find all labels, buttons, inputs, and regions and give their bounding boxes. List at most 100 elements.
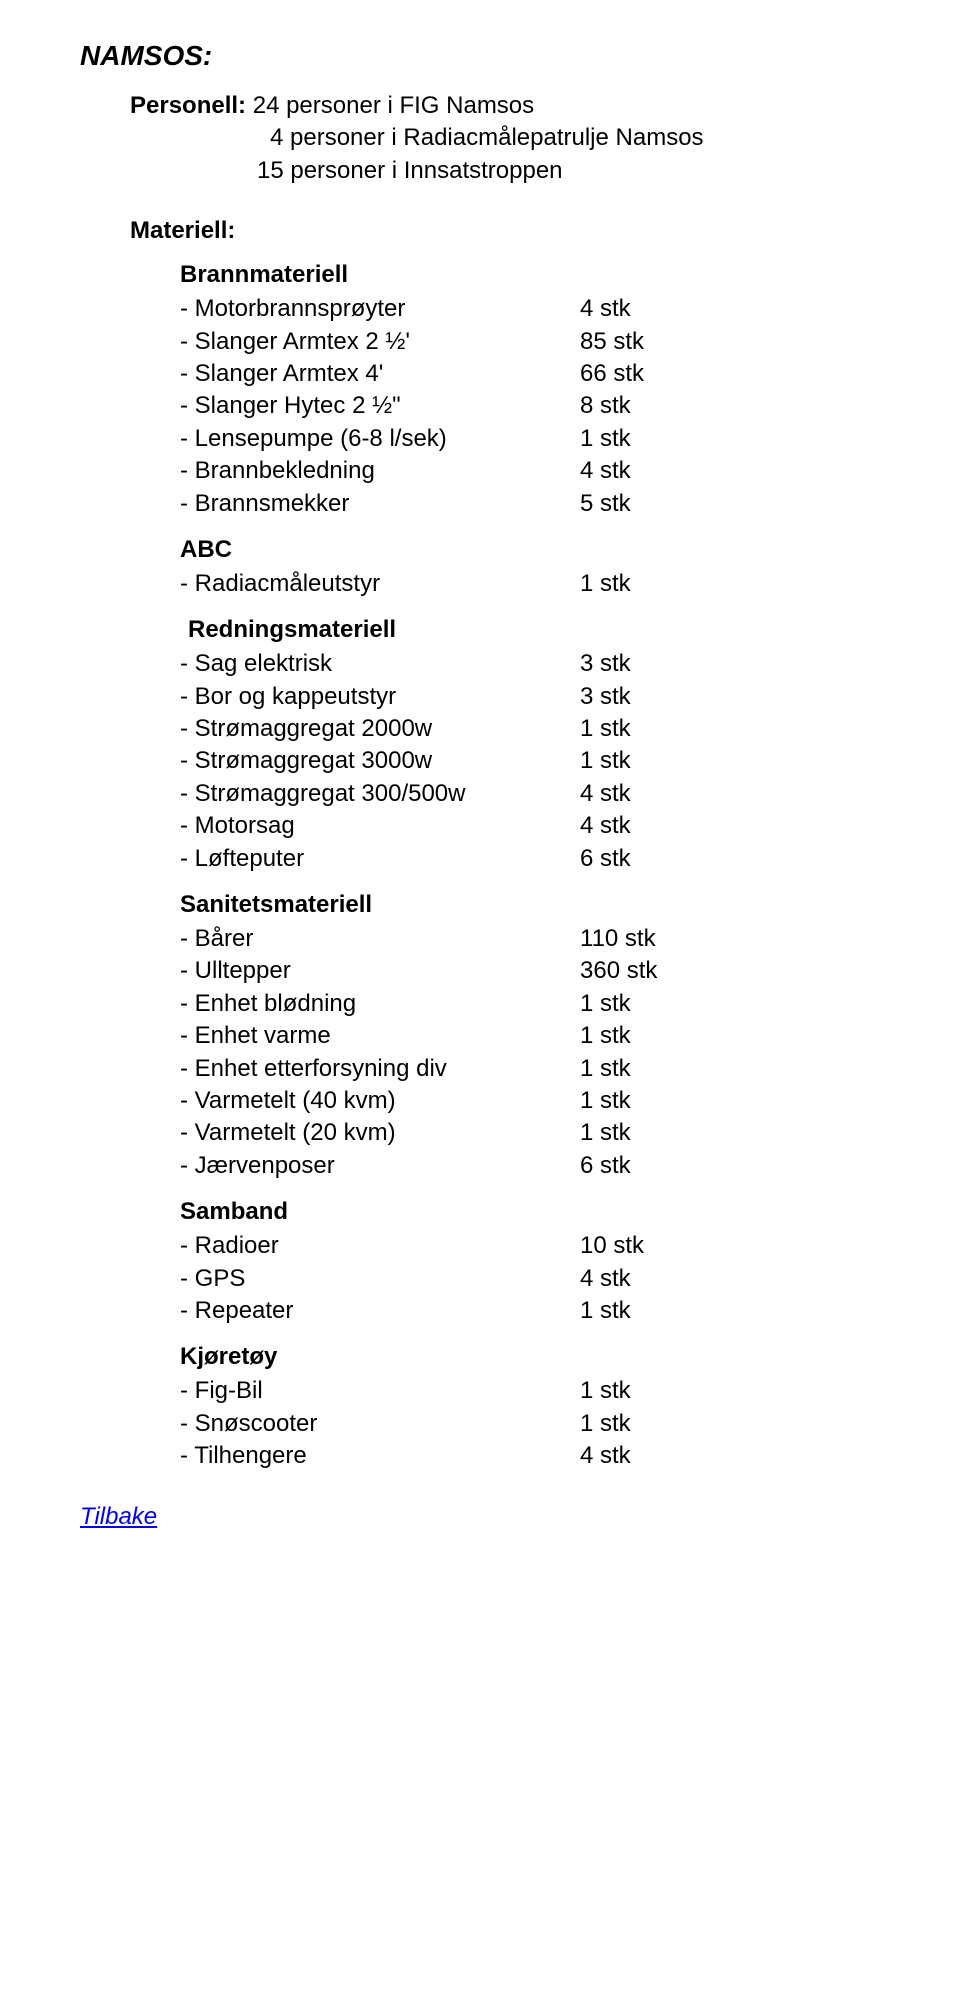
list-item: - Enhet blødning1 stk <box>180 988 880 1020</box>
item-label: - Strømaggregat 3000w <box>180 745 580 777</box>
item-value: 1 stk <box>580 1375 700 1407</box>
item-value: 1 stk <box>580 1053 700 1085</box>
list-item: - Løfteputer6 stk <box>180 843 880 875</box>
section-title: ABC <box>180 536 880 564</box>
item-label: - GPS <box>180 1263 580 1295</box>
personell-line-2: 15 personer i Innsatstroppen <box>257 155 880 187</box>
list-item: - Bårer110 stk <box>180 923 880 955</box>
item-value: 1 stk <box>580 1085 700 1117</box>
item-value: 4 stk <box>580 810 700 842</box>
list-item: - Slanger Hytec 2 ½"8 stk <box>180 390 880 422</box>
item-value: 4 stk <box>580 1440 700 1472</box>
item-label: - Tilhengere <box>180 1440 580 1472</box>
list-item: - Lensepumpe (6-8 l/sek)1 stk <box>180 423 880 455</box>
item-label: - Lensepumpe (6-8 l/sek) <box>180 423 580 455</box>
item-value: 6 stk <box>580 1150 700 1182</box>
page-title: NAMSOS: <box>80 40 880 72</box>
section-title: Kjøretøy <box>180 1343 880 1371</box>
item-label: - Ulltepper <box>180 955 580 987</box>
item-label: - Strømaggregat 300/500w <box>180 778 580 810</box>
list-item: - Enhet varme1 stk <box>180 1020 880 1052</box>
item-value: 1 stk <box>580 1117 700 1149</box>
item-label: - Brannsmekker <box>180 488 580 520</box>
list-item: - Strømaggregat 300/500w4 stk <box>180 778 880 810</box>
item-value: 1 stk <box>580 568 700 600</box>
section-title: Brannmateriell <box>180 261 880 289</box>
item-value: 360 stk <box>580 955 700 987</box>
item-label: - Snøscooter <box>180 1408 580 1440</box>
item-label: - Radioer <box>180 1230 580 1262</box>
item-label: - Sag elektrisk <box>180 648 580 680</box>
list-item: - Motorbrannsprøyter4 stk <box>180 293 880 325</box>
list-item: - Radiacmåleutstyr1 stk <box>180 568 880 600</box>
item-label: - Jærvenposer <box>180 1150 580 1182</box>
item-label: - Brannbekledning <box>180 455 580 487</box>
item-label: - Varmetelt (20 kvm) <box>180 1117 580 1149</box>
item-label: - Løfteputer <box>180 843 580 875</box>
item-label: - Repeater <box>180 1295 580 1327</box>
personell-line-0: 24 personer i FIG Namsos <box>253 92 534 119</box>
list-item: - Slanger Armtex 4'66 stk <box>180 358 880 390</box>
section-title: Redningsmateriell <box>188 616 880 644</box>
item-value: 8 stk <box>580 390 700 422</box>
item-label: - Radiacmåleutstyr <box>180 568 580 600</box>
list-item: - Motorsag4 stk <box>180 810 880 842</box>
item-label: - Varmetelt (40 kvm) <box>180 1085 580 1117</box>
item-label: - Fig-Bil <box>180 1375 580 1407</box>
materiell-label: Materiell: <box>130 217 880 245</box>
item-value: 4 stk <box>580 1263 700 1295</box>
item-label: - Enhet blødning <box>180 988 580 1020</box>
list-item: - Varmetelt (40 kvm)1 stk <box>180 1085 880 1117</box>
item-value: 10 stk <box>580 1230 700 1262</box>
list-item: - Strømaggregat 2000w1 stk <box>180 713 880 745</box>
item-value: 1 stk <box>580 423 700 455</box>
list-item: - Sag elektrisk3 stk <box>180 648 880 680</box>
personell-label: Personell: <box>130 92 246 119</box>
item-value: 85 stk <box>580 326 700 358</box>
list-item: - Brannsmekker5 stk <box>180 488 880 520</box>
section-title: Sanitetsmateriell <box>180 891 880 919</box>
item-label: - Bor og kappeutstyr <box>180 681 580 713</box>
list-item: - Ulltepper360 stk <box>180 955 880 987</box>
item-label: - Slanger Hytec 2 ½" <box>180 390 580 422</box>
item-label: - Motorbrannsprøyter <box>180 293 580 325</box>
item-value: 1 stk <box>580 745 700 777</box>
list-item: - Enhet etterforsyning div1 stk <box>180 1053 880 1085</box>
item-label: - Bårer <box>180 923 580 955</box>
list-item: - Varmetelt (20 kvm)1 stk <box>180 1117 880 1149</box>
item-label: - Enhet etterforsyning div <box>180 1053 580 1085</box>
item-label: - Slanger Armtex 4' <box>180 358 580 390</box>
item-label: - Motorsag <box>180 810 580 842</box>
item-value: 110 stk <box>580 923 700 955</box>
list-item: - GPS4 stk <box>180 1263 880 1295</box>
list-item: - Slanger Armtex 2 ½'85 stk <box>180 326 880 358</box>
list-item: - Strømaggregat 3000w1 stk <box>180 745 880 777</box>
item-value: 1 stk <box>580 988 700 1020</box>
list-item: - Jærvenposer6 stk <box>180 1150 880 1182</box>
list-item: - Snøscooter1 stk <box>180 1408 880 1440</box>
item-value: 4 stk <box>580 778 700 810</box>
list-item: - Tilhengere4 stk <box>180 1440 880 1472</box>
item-label: - Strømaggregat 2000w <box>180 713 580 745</box>
personell-line-1: 4 personer i Radiacmålepatrulje Namsos <box>270 122 880 154</box>
personell-block: Personell: 24 personer i FIG Namsos <box>130 90 880 122</box>
list-item: - Brannbekledning4 stk <box>180 455 880 487</box>
list-item: - Fig-Bil1 stk <box>180 1375 880 1407</box>
item-value: 4 stk <box>580 293 700 325</box>
item-value: 3 stk <box>580 681 700 713</box>
section-title: Samband <box>180 1198 880 1226</box>
item-value: 1 stk <box>580 1020 700 1052</box>
item-value: 5 stk <box>580 488 700 520</box>
item-value: 4 stk <box>580 455 700 487</box>
item-value: 1 stk <box>580 713 700 745</box>
back-link[interactable]: Tilbake <box>80 1503 157 1531</box>
item-value: 1 stk <box>580 1295 700 1327</box>
item-label: - Enhet varme <box>180 1020 580 1052</box>
item-value: 66 stk <box>580 358 700 390</box>
list-item: - Repeater1 stk <box>180 1295 880 1327</box>
item-value: 1 stk <box>580 1408 700 1440</box>
list-item: - Radioer10 stk <box>180 1230 880 1262</box>
item-value: 6 stk <box>580 843 700 875</box>
list-item: - Bor og kappeutstyr3 stk <box>180 681 880 713</box>
item-label: - Slanger Armtex 2 ½' <box>180 326 580 358</box>
